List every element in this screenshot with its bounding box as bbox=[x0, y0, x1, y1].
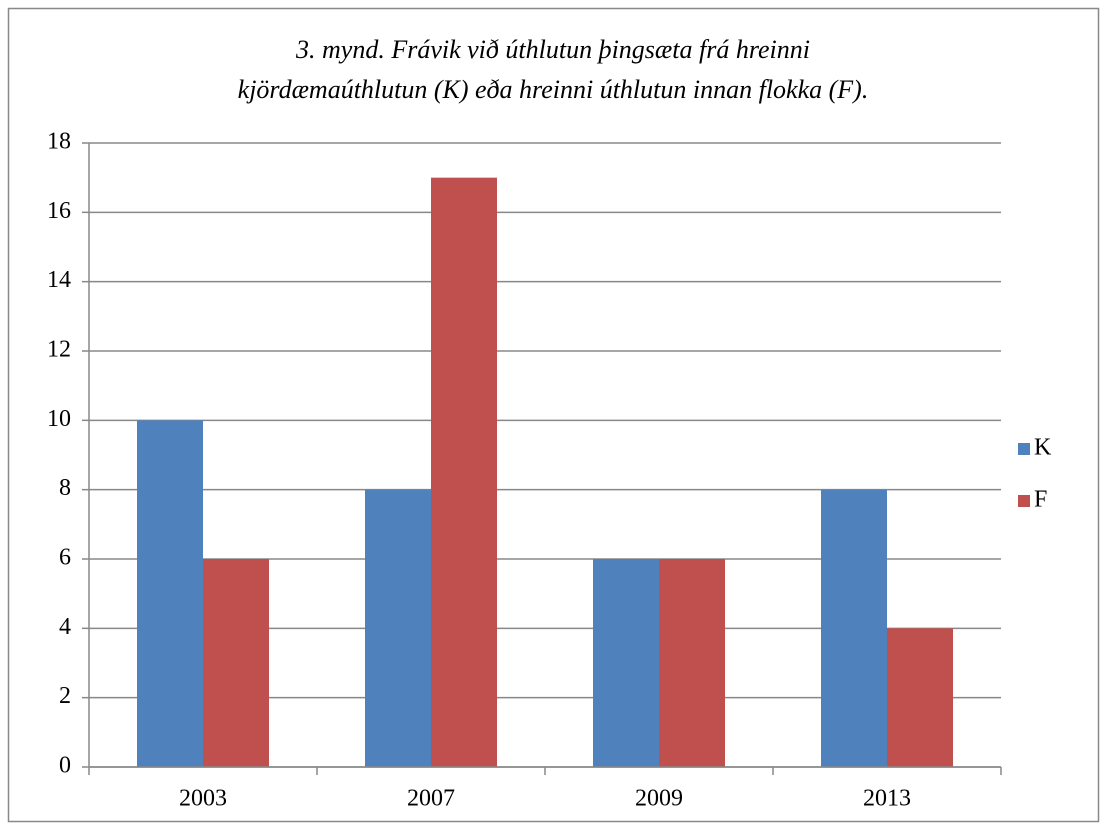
bar bbox=[365, 489, 431, 767]
y-tick-label: 10 bbox=[47, 406, 71, 432]
y-tick-label: 14 bbox=[47, 267, 71, 293]
bar bbox=[821, 489, 887, 767]
chart-title: kjördæmaúthlutun (K) eða hreinni úthlutu… bbox=[238, 75, 869, 104]
chart-title: 3. mynd. Frávik við úthlutun þingsæta fr… bbox=[295, 35, 810, 64]
x-tick-label: 2009 bbox=[635, 786, 683, 812]
legend-swatch bbox=[1018, 443, 1030, 455]
x-tick-label: 2003 bbox=[179, 786, 227, 812]
y-tick-label: 0 bbox=[59, 753, 71, 779]
y-tick-label: 6 bbox=[59, 545, 71, 571]
x-tick-label: 2013 bbox=[863, 786, 911, 812]
y-tick-label: 18 bbox=[47, 129, 71, 155]
bar bbox=[659, 559, 725, 767]
y-tick-label: 2 bbox=[59, 683, 71, 709]
y-tick-label: 8 bbox=[59, 475, 71, 501]
legend-swatch bbox=[1018, 495, 1030, 507]
bar bbox=[137, 420, 203, 767]
bar bbox=[887, 628, 953, 767]
y-tick-label: 16 bbox=[47, 198, 71, 224]
bar bbox=[593, 559, 659, 767]
bar bbox=[431, 177, 497, 767]
legend-label: K bbox=[1034, 435, 1052, 461]
bar bbox=[203, 559, 269, 767]
y-tick-label: 4 bbox=[59, 614, 71, 640]
y-tick-label: 12 bbox=[47, 337, 71, 363]
legend-label: F bbox=[1034, 487, 1047, 513]
x-tick-label: 2007 bbox=[407, 786, 455, 812]
